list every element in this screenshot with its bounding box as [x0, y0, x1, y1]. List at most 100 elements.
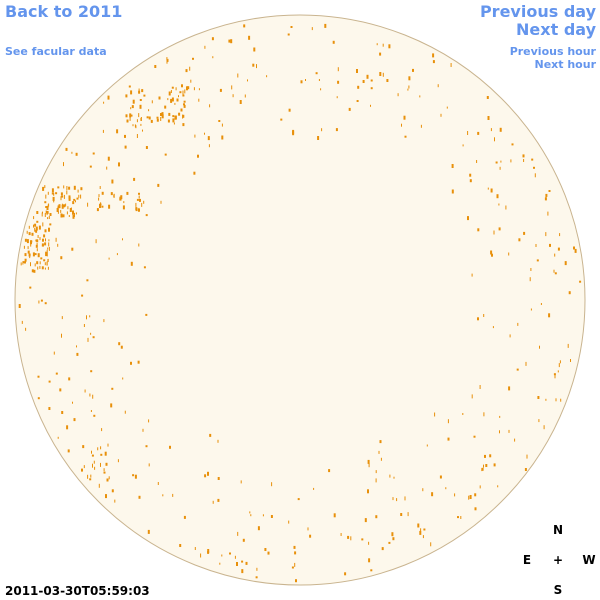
- facula: [407, 88, 409, 91]
- facula: [73, 418, 76, 422]
- facula: [539, 345, 540, 349]
- facula: [217, 439, 219, 443]
- facula: [47, 266, 49, 270]
- facula: [431, 492, 434, 497]
- facula: [469, 179, 472, 183]
- facula: [549, 243, 551, 247]
- facula: [108, 476, 110, 480]
- facula: [59, 388, 62, 392]
- facula: [536, 259, 539, 262]
- facula: [287, 33, 290, 36]
- facula: [457, 516, 459, 519]
- facula: [388, 44, 391, 49]
- facula: [531, 158, 534, 161]
- facula: [451, 164, 454, 168]
- facula: [118, 162, 120, 167]
- facula: [30, 240, 32, 245]
- facula: [172, 118, 175, 123]
- facula: [125, 94, 128, 98]
- facula: [187, 86, 190, 90]
- facula: [48, 227, 50, 232]
- facula: [300, 80, 303, 84]
- facula: [533, 166, 535, 169]
- facula: [36, 220, 39, 223]
- facula: [150, 119, 153, 123]
- facula: [336, 96, 338, 99]
- facula: [140, 123, 142, 126]
- facula: [379, 72, 382, 76]
- previous-day-link[interactable]: Previous day: [479, 2, 596, 21]
- facula: [483, 412, 485, 417]
- next-day-link[interactable]: Next day: [516, 20, 596, 39]
- facula: [72, 214, 75, 219]
- facula: [30, 262, 31, 267]
- facula: [135, 207, 138, 211]
- facula: [419, 530, 422, 535]
- facula: [38, 225, 41, 230]
- facula: [26, 230, 28, 234]
- facula: [160, 113, 162, 116]
- facula: [212, 500, 214, 504]
- facula: [76, 352, 79, 356]
- compass-south: S: [553, 583, 563, 597]
- facula: [35, 229, 38, 233]
- facula: [171, 97, 174, 102]
- facula: [340, 533, 342, 536]
- facula: [63, 204, 66, 208]
- previous-hour-link[interactable]: Previous hour: [509, 45, 596, 58]
- facula: [288, 520, 290, 524]
- facula: [335, 128, 338, 132]
- facula: [294, 551, 297, 555]
- facula: [179, 544, 182, 547]
- facula: [108, 204, 111, 209]
- facula: [76, 197, 79, 200]
- facula: [232, 94, 234, 98]
- facula: [293, 545, 296, 549]
- facula: [189, 66, 191, 71]
- facula: [49, 223, 52, 226]
- facula: [44, 213, 46, 217]
- facula: [434, 412, 436, 417]
- facula: [534, 173, 536, 178]
- facula: [540, 303, 542, 305]
- facula: [382, 43, 384, 47]
- facula: [140, 117, 142, 121]
- facula: [255, 576, 258, 579]
- facula: [89, 393, 91, 397]
- facula: [160, 200, 162, 204]
- facula: [317, 136, 320, 140]
- facula: [221, 135, 224, 140]
- facula: [267, 551, 270, 555]
- facula: [499, 166, 501, 170]
- facula: [204, 45, 206, 49]
- facula: [82, 445, 85, 449]
- facula: [252, 63, 255, 67]
- facula: [218, 120, 221, 122]
- facula: [182, 123, 185, 127]
- facula: [554, 272, 557, 275]
- facula: [118, 342, 121, 346]
- facula: [437, 84, 439, 88]
- facula: [138, 195, 140, 199]
- facula: [328, 469, 331, 473]
- facula: [44, 267, 46, 270]
- facula: [22, 261, 25, 264]
- facula: [68, 377, 71, 381]
- facula: [122, 238, 123, 241]
- facula: [530, 308, 532, 311]
- facula: [184, 89, 186, 94]
- facula: [92, 394, 94, 399]
- facula: [45, 251, 47, 256]
- facula: [131, 105, 134, 109]
- facula: [469, 173, 472, 177]
- facular-data-link[interactable]: See facular data: [5, 45, 107, 58]
- next-hour-link[interactable]: Next hour: [534, 58, 597, 71]
- facula: [508, 429, 510, 433]
- facula: [182, 114, 184, 119]
- facula: [367, 489, 369, 494]
- back-link[interactable]: Back to 2011: [5, 2, 123, 21]
- facula: [169, 445, 171, 449]
- facula: [168, 112, 171, 116]
- facula: [508, 386, 511, 391]
- facula: [47, 258, 49, 262]
